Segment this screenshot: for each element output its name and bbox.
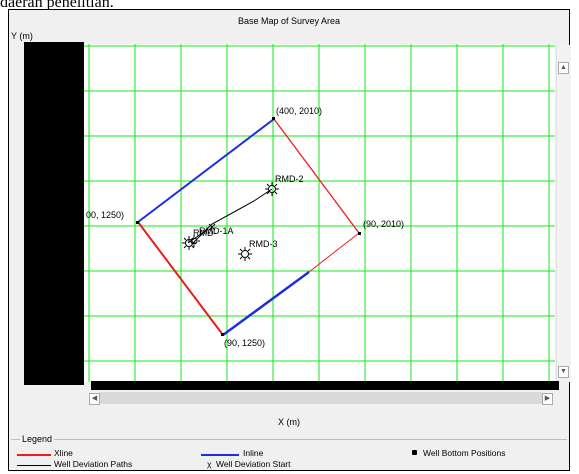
corner-label: (90, 1250) <box>224 338 265 348</box>
inline-swatch <box>201 454 239 456</box>
well-bottom-swatch <box>412 450 417 455</box>
well-symbols <box>182 182 279 261</box>
scrollbar-thumb[interactable] <box>100 392 542 404</box>
map-title: Base Map of Survey Area <box>237 16 341 26</box>
legend: Legend Xline Inline Well Bottom Position… <box>11 434 567 470</box>
legend-well-paths: Well Deviation Paths <box>54 459 133 469</box>
corner-label: (400, 2010) <box>276 106 322 116</box>
sun-burst-well-icon <box>182 236 196 250</box>
corner-marker <box>221 333 224 336</box>
horizontal-scrollbar[interactable]: ◀ ▶ <box>88 391 554 406</box>
x-axis-label: X (m) <box>278 417 300 427</box>
well-label: RMD-3 <box>249 239 278 249</box>
sun-burst-well-icon <box>238 247 252 261</box>
corner-label: 00, 1250) <box>86 210 124 220</box>
arrow-down-icon[interactable]: ▼ <box>558 366 569 378</box>
corner-marker <box>272 117 275 120</box>
corner-marker <box>136 221 139 224</box>
grid-lines <box>84 44 555 382</box>
well-start-swatch-icon: χ <box>207 459 212 469</box>
vertical-scrollbar[interactable]: ▲ ▼ <box>556 45 571 382</box>
legend-title: Legend <box>20 434 55 444</box>
survey-outline <box>137 118 360 337</box>
map-canvas[interactable]: (400, 2010) (90, 2010) (90, 1250) 00, 12… <box>84 44 555 382</box>
map-labels: (400, 2010) (90, 2010) (90, 1250) 00, 12… <box>86 106 404 348</box>
well-label: RMD-2 <box>275 174 304 184</box>
well-deviation-start-icon <box>208 223 216 231</box>
map-plot-area[interactable]: (400, 2010) (90, 2010) (90, 1250) 00, 12… <box>84 44 555 382</box>
sun-burst-well-icon <box>265 182 279 196</box>
page-caption: daerah penelitian. <box>0 0 114 11</box>
arrow-up-icon[interactable]: ▲ <box>558 62 569 74</box>
well-path-swatch <box>17 465 51 466</box>
xline-segment <box>137 221 224 336</box>
corner-label: (90, 2010) <box>363 219 404 229</box>
legend-inline: Inline <box>243 448 264 458</box>
arrow-right-icon[interactable]: ▶ <box>542 393 553 405</box>
x-axis-tick-area <box>91 381 559 390</box>
inline-segment <box>137 118 275 223</box>
corner-marker <box>358 232 361 235</box>
y-axis-label: Y (m) <box>11 31 33 41</box>
legend-well-start: Well Deviation Start <box>216 459 291 469</box>
arrow-left-icon[interactable]: ◀ <box>89 393 100 405</box>
base-map-window: Base Map of Survey Area Y (m) <box>8 9 571 471</box>
legend-well-bottom: Well Bottom Positions <box>423 448 506 458</box>
sun-burst-well-icon <box>188 235 200 247</box>
xline-segment <box>308 232 360 273</box>
legend-xline: Xline <box>54 448 73 458</box>
well-label: RMD- <box>193 228 217 238</box>
inline-segment <box>222 270 310 337</box>
xline-segment <box>273 118 360 234</box>
xline-swatch <box>17 454 51 456</box>
well-label: RMD-1A <box>199 226 234 236</box>
y-axis-tick-area <box>24 42 84 385</box>
corner-markers <box>136 117 361 336</box>
